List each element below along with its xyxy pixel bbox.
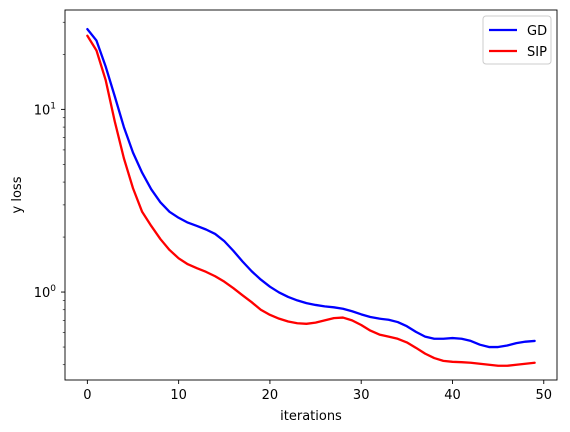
y-tick-label-exponent: 0: [50, 284, 56, 294]
series-line-gd: [86, 27, 536, 349]
x-tick-label: 20: [262, 388, 279, 403]
x-axis: 0 10 20 30 40 50: [83, 380, 552, 403]
series-line-sip: [86, 34, 536, 367]
legend-label-gd: GD: [527, 24, 547, 39]
x-tick-label: 40: [444, 388, 461, 403]
x-axis-label: iterations: [280, 409, 342, 424]
plot-frame: [64, 9, 558, 381]
legend-label-sip: SIP: [527, 45, 547, 60]
x-tick-label: 50: [535, 388, 552, 403]
x-tick-label: 10: [170, 388, 187, 403]
y-axis-label: y loss: [10, 176, 25, 213]
y-tick-label: 101: [34, 101, 56, 118]
legend: GD SIP: [482, 15, 552, 65]
series-layer: [86, 27, 536, 367]
x-tick-label: 0: [83, 388, 91, 403]
y-tick-label-exponent: 1: [50, 101, 56, 111]
x-tick-label: 30: [353, 388, 370, 403]
y-tick-label-base: 10: [34, 286, 51, 301]
y-tick-label: 100: [34, 284, 57, 301]
y-tick-label-base: 10: [34, 103, 51, 118]
